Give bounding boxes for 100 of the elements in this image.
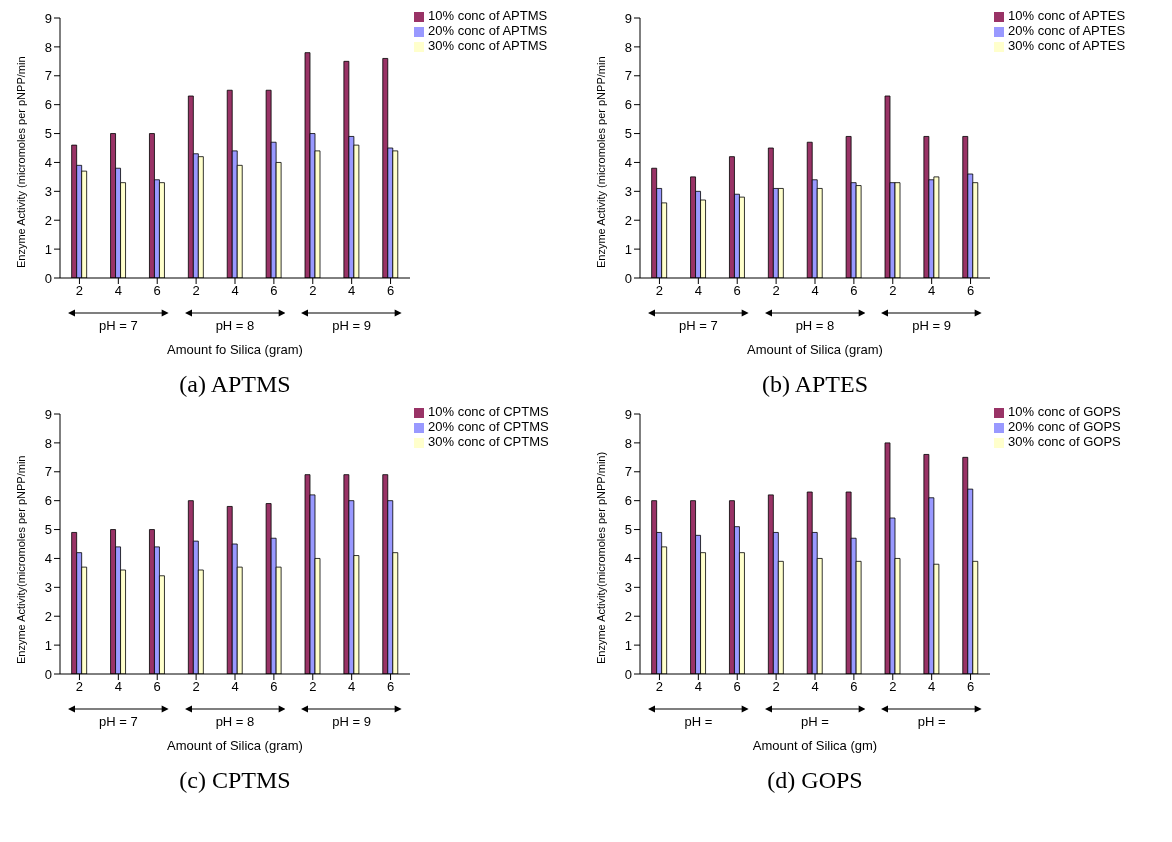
legend-label: 10% conc of APTMS (428, 8, 548, 23)
y-tick-label: 4 (44, 155, 52, 171)
y-axis-title: Enzyme Activity (micromoles per pNPP/min (594, 56, 607, 268)
y-tick-label: 7 (624, 464, 632, 480)
y-tick-label: 0 (624, 666, 632, 682)
y-axis-title: Enzyme Activity (micromoles per pNPP/min (14, 56, 27, 268)
y-axis-title: Enzyme Activity(micromoles per pNPP/min (14, 455, 27, 664)
x-tick-label: 2 (309, 283, 317, 299)
y-tick-label: 5 (624, 126, 632, 142)
x-tick-label: 6 (270, 283, 278, 299)
text: pH = 8 (794, 318, 836, 333)
y-tick-label: 3 (44, 183, 52, 199)
y-tick-label: 4 (44, 551, 52, 567)
x-tick-label: 4 (811, 679, 819, 695)
legend-label: 20% conc of APTMS (428, 23, 548, 38)
x-axis-title: Amount of Silica (gram) (166, 738, 304, 753)
x-tick-label: 4 (114, 283, 122, 299)
x-tick-label: 4 (114, 679, 122, 695)
legend-label: 10% conc of CPTMS (428, 404, 549, 419)
text: pH = 9 (911, 318, 952, 333)
x-tick-label: 4 (928, 679, 936, 695)
x-tick-label: 4 (348, 679, 356, 695)
text: pH = (916, 714, 947, 729)
y-tick-label: 2 (44, 212, 52, 228)
x-tick-label: 2 (75, 283, 84, 299)
x-tick-label: 6 (966, 283, 975, 299)
y-tick-label: 7 (44, 68, 52, 84)
x-tick-label: 2 (75, 679, 84, 695)
x-axis-title: Amount fo Silica (gram) (166, 342, 304, 357)
x-tick-label: 4 (694, 283, 702, 299)
y-tick-label: 9 (44, 406, 52, 422)
legend-label: 30% conc of APTMS (428, 38, 548, 53)
y-tick-label: 3 (624, 579, 632, 595)
text: (c) CPTMS (178, 767, 292, 794)
y-tick-label: 1 (624, 241, 632, 257)
legend-label: 20% conc of APTES (1008, 23, 1126, 38)
y-tick-label: 8 (44, 435, 52, 451)
y-tick-label: 9 (44, 10, 52, 26)
y-tick-label: 3 (624, 183, 632, 199)
text: (d) GOPS (766, 767, 864, 794)
text: pH = 9 (331, 318, 372, 333)
y-tick-label: 1 (624, 637, 632, 653)
y-tick-label: 9 (624, 406, 632, 422)
y-tick-label: 6 (624, 493, 632, 509)
legend-label: 10% conc of GOPS (1008, 404, 1121, 419)
y-tick-label: 8 (624, 39, 632, 55)
y-tick-label: 8 (44, 39, 52, 55)
y-axis-title: Enzyme Activity(micromoles per pNPP/min) (594, 451, 607, 664)
text: (a) APTMS (178, 371, 292, 398)
x-tick-label: 4 (231, 283, 239, 299)
y-tick-label: 6 (624, 97, 632, 113)
y-tick-label: 5 (44, 522, 52, 538)
text: pH = 8 (214, 318, 256, 333)
x-tick-label: 6 (153, 679, 161, 695)
x-tick-label: 6 (850, 679, 858, 695)
x-tick-label: 4 (231, 679, 239, 695)
x-tick-label: 6 (153, 283, 161, 299)
x-tick-label: 6 (966, 679, 975, 695)
x-tick-label: 2 (889, 283, 897, 299)
y-tick-label: 2 (624, 212, 632, 228)
legend-label: 30% conc of CPTMS (428, 434, 549, 449)
legend-label: 10% conc of APTES (1008, 8, 1126, 23)
y-tick-label: 6 (44, 97, 52, 113)
legend-label: 30% conc of APTES (1008, 38, 1126, 53)
x-tick-label: 2 (889, 679, 897, 695)
y-tick-label: 2 (44, 608, 52, 624)
x-tick-label: 2 (772, 679, 780, 695)
y-tick-label: 8 (624, 435, 632, 451)
y-tick-label: 6 (44, 493, 52, 509)
y-tick-label: 3 (44, 579, 52, 595)
text: pH = 9 (331, 714, 372, 729)
x-tick-label: 2 (309, 679, 317, 695)
x-tick-label: 2 (772, 283, 780, 299)
text: pH = (683, 714, 714, 729)
x-tick-label: 4 (348, 283, 356, 299)
x-tick-label: 2 (655, 283, 664, 299)
y-tick-label: 2 (624, 608, 632, 624)
x-tick-label: 4 (928, 283, 936, 299)
x-tick-label: 4 (694, 679, 702, 695)
x-tick-label: 6 (733, 679, 741, 695)
x-tick-label: 6 (733, 283, 741, 299)
x-tick-label: 2 (192, 283, 200, 299)
x-tick-label: 6 (270, 679, 278, 695)
y-tick-label: 7 (624, 68, 632, 84)
x-axis-title: Amount of Silica (gram) (746, 342, 884, 357)
y-tick-label: 7 (44, 464, 52, 480)
x-tick-label: 6 (850, 283, 858, 299)
text: (b) APTES (761, 371, 869, 398)
y-tick-label: 0 (624, 270, 632, 286)
x-axis-title: Amount of Silica (gm) (751, 738, 879, 753)
y-tick-label: 1 (44, 241, 52, 257)
x-tick-label: 2 (192, 679, 200, 695)
x-tick-label: 6 (386, 283, 395, 299)
legend-label: 30% conc of GOPS (1008, 434, 1121, 449)
y-tick-label: 4 (624, 155, 632, 171)
text: pH = 8 (214, 714, 256, 729)
text: pH = 7 (98, 318, 139, 333)
y-tick-label: 4 (624, 551, 632, 567)
y-tick-label: 1 (44, 637, 52, 653)
text: pH = 7 (678, 318, 719, 333)
